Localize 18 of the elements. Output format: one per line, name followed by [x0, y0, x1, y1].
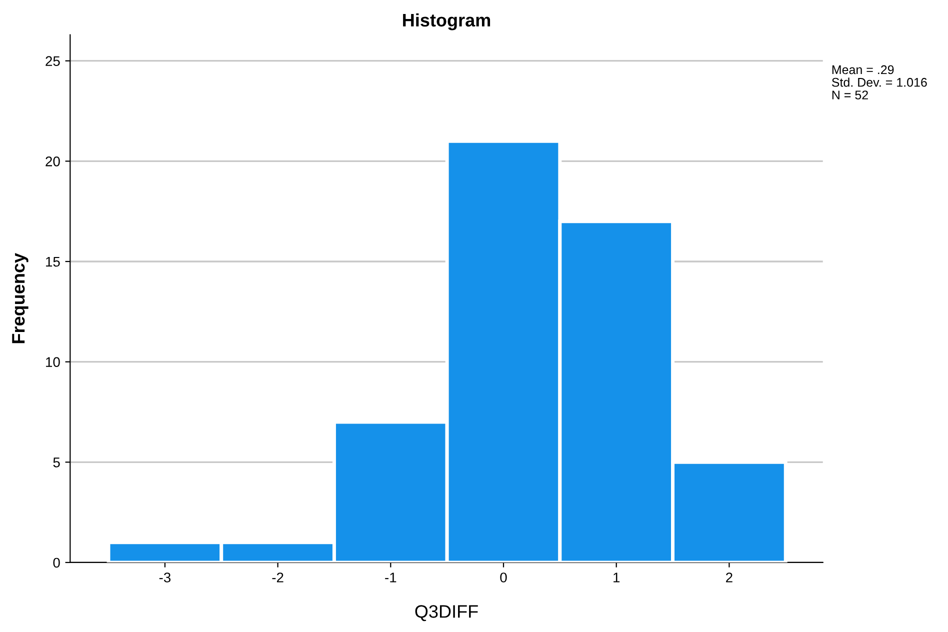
- x-tick-label: -3: [159, 572, 171, 582]
- y-tick-label: 20: [46, 156, 60, 166]
- y-axis-title: Frequency: [12, 253, 28, 344]
- x-tick-label: 0: [500, 572, 507, 582]
- y-tick-label: 15: [46, 256, 60, 267]
- x-axis-title: Q3DIFF: [415, 605, 478, 622]
- text: Std. Dev. = 1.016: [832, 78, 927, 87]
- text: N = 52: [832, 90, 868, 100]
- y-tick-label: 25: [46, 56, 60, 66]
- y-tick-label: 10: [46, 357, 60, 367]
- chart-title: Histogram: [403, 13, 490, 30]
- text: Mean = .29: [832, 65, 894, 74]
- y-tick-label: 5: [53, 458, 60, 468]
- x-tick-label: -2: [272, 572, 284, 582]
- x-tick-label: 1: [614, 572, 620, 582]
- x-tick-label: 2: [726, 572, 732, 582]
- y-tick-label: 0: [53, 558, 60, 568]
- x-tick-label: -1: [385, 572, 396, 582]
